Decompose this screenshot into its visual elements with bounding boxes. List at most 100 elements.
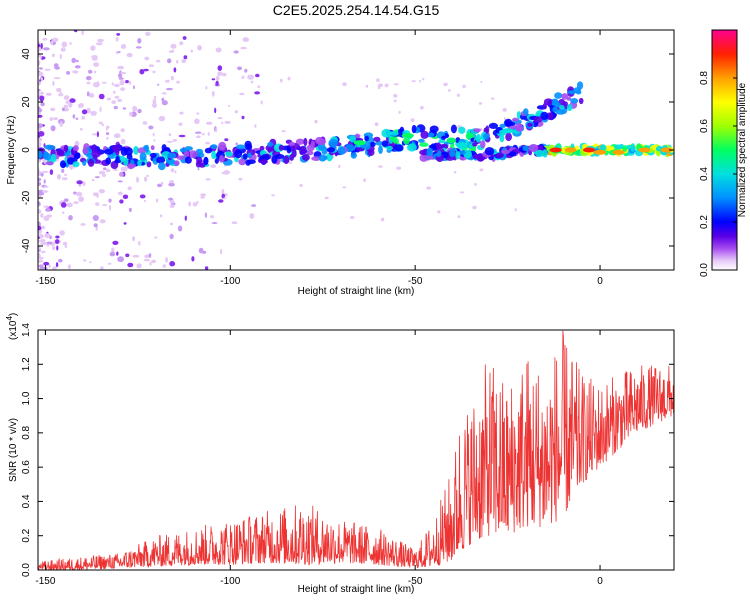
spectrogram-speckle: [239, 92, 245, 96]
spectrogram-ridge-blob: [630, 143, 636, 152]
spectrogram-speckle: [74, 140, 80, 147]
snr-panel: -150 -100 -50 0 0.0 0.2 0.4 0.6 0.8 1.0 1.2 1.4 He…: [5, 313, 675, 595]
spectrogram-speckle: [73, 201, 79, 205]
spectrogram-ridge-blob: [543, 98, 554, 106]
spectrogram-speckle: [396, 166, 402, 170]
spectrogram-speckle: [80, 155, 84, 159]
spectrogram-speckle: [116, 33, 121, 36]
spectrogram-ridge-blob: [528, 144, 539, 152]
spectrogram-speckle: [119, 79, 125, 86]
spectrogram-speckle: [380, 217, 385, 222]
spectrogram-speckle: [133, 85, 135, 90]
spectrogram-speckle: [127, 262, 134, 268]
spectrogram-ridge-blob: [475, 133, 482, 143]
spectrogram-speckle: [86, 81, 91, 85]
spectrogram-speckle: [46, 241, 53, 245]
spectrogram-speckle: [81, 30, 84, 36]
spectrogram-speckle: [254, 73, 260, 78]
spectrogram-ridge-blob: [472, 128, 481, 133]
spectrogram-speckle: [169, 199, 175, 204]
spectrogram-speckle: [118, 77, 124, 80]
spectrogram-speckle: [314, 119, 318, 124]
spectrogram-ridge-blob: [337, 146, 346, 155]
spectrogram-peak: [549, 147, 562, 153]
spectrogram-y-tick-label: -20: [21, 190, 32, 205]
spectrogram-speckle: [178, 122, 183, 127]
spectrogram-ridge-blob: [450, 124, 457, 134]
spectrogram-speckle: [81, 109, 88, 115]
spectrogram-ridge-blob: [354, 133, 361, 139]
spectrogram-ridge-blob: [426, 147, 434, 157]
spectrogram-speckle: [89, 261, 92, 264]
spectrogram-ridge-blob: [137, 159, 142, 167]
spectrogram-speckle: [443, 82, 448, 87]
spectrogram-speckle: [64, 245, 68, 248]
spectrogram-speckle: [165, 79, 170, 83]
spectrogram-speckle: [86, 107, 91, 114]
spectrogram-speckle: [254, 91, 260, 95]
spectrogram-speckle: [363, 178, 366, 183]
spectrogram-ridge-blob: [435, 152, 442, 157]
spectrogram-speckle: [342, 82, 347, 87]
spectrogram-speckle: [211, 90, 215, 97]
spectrogram-speckle: [111, 82, 115, 86]
spectrogram-speckle: [138, 240, 141, 246]
spectrogram-speckle: [350, 216, 355, 219]
spectrogram-speckle: [40, 101, 45, 107]
spectrogram-speckle: [75, 59, 79, 63]
spectrogram-ridge-blob: [306, 150, 314, 156]
spectrogram-speckle: [132, 105, 138, 112]
spectrogram-speckle: [215, 128, 218, 132]
spectrogram-speckle: [215, 75, 220, 82]
spectrogram-speckle: [198, 247, 204, 254]
spectrogram-ridge-blob: [483, 133, 490, 140]
spectrogram-speckle: [102, 173, 106, 177]
spectrogram-speckle: [50, 125, 56, 132]
spectrogram-ridge-blob: [446, 137, 457, 144]
spectrogram-speckle: [68, 102, 73, 108]
spectrogram-x-ticks: -150 -100 -50 0: [35, 30, 603, 287]
spectrogram-speckle: [115, 36, 119, 42]
spectrogram-ridge-blob: [225, 151, 233, 157]
spectrogram-ridge-blob: [367, 149, 375, 157]
spectrogram-ridge-blob: [533, 116, 543, 123]
spectrogram-speckle: [44, 185, 49, 188]
spectrogram-ridge-blob: [389, 131, 399, 136]
spectrogram-speckle: [55, 262, 59, 268]
spectrogram-speckle: [78, 103, 81, 108]
spectrogram-speckle: [38, 106, 41, 113]
snr-y-tick-label: 1.2: [21, 357, 32, 371]
spectrogram-speckle: [342, 186, 347, 189]
spectrogram-speckle: [160, 181, 164, 186]
snr-scale-exponent: 4: [5, 316, 14, 321]
spectrogram-speckle: [426, 186, 432, 190]
colorbar-tick-label: 0.8: [699, 71, 710, 85]
spectrogram-speckle: [44, 68, 51, 71]
spectrogram-speckle: [68, 215, 73, 221]
spectrogram-speckle: [178, 134, 186, 138]
spectrogram-speckle: [215, 80, 219, 86]
spectrogram-y-tick-label: -40: [21, 238, 32, 253]
spectrogram-speckle: [106, 136, 109, 140]
spectrogram-speckle: [50, 40, 54, 46]
spectrogram-speckle: [393, 94, 398, 98]
spectrogram-peak: [638, 147, 651, 153]
spectrogram-ridge-blob: [350, 152, 357, 159]
spectrogram-speckle: [78, 196, 84, 203]
snr-y-tick-label: 0.4: [21, 494, 32, 508]
spectrogram-speckle: [60, 202, 67, 208]
spectrogram-ridge-blob: [214, 158, 219, 164]
spectrogram-speckle: [159, 214, 163, 218]
spectrogram-ridge-blob: [516, 125, 524, 132]
spectrogram-speckle: [157, 83, 160, 86]
spectrogram-speckle: [72, 114, 76, 119]
spectrogram-speckle: [179, 41, 184, 46]
spectrogram-speckle: [222, 72, 227, 77]
spectrogram-speckle: [170, 75, 174, 81]
spectrogram-speckle: [224, 120, 231, 124]
spectrogram-speckle: [247, 74, 255, 80]
spectrogram-y-tick-label: 0: [21, 147, 32, 153]
spectrogram-speckle: [120, 87, 125, 91]
spectrogram-speckle: [61, 168, 65, 173]
spectrogram-speckle: [204, 266, 209, 270]
